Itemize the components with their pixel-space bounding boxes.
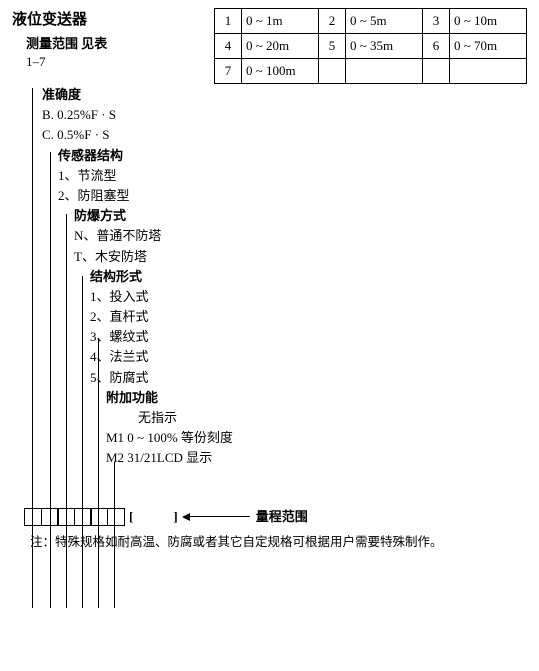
vline-1 <box>32 88 33 608</box>
footnote: 注：特殊规格如耐高温、防腐或者其它自定规格可根据用户需要特殊制作。 <box>30 534 527 552</box>
arrow-line <box>190 516 250 517</box>
range-label: 量程范围 <box>256 508 308 526</box>
l1-head: 准确度 <box>42 86 527 104</box>
code-box <box>90 508 108 526</box>
l4-item: 1、投入式 <box>90 288 527 306</box>
l5-item: M1 0 ~ 100% 等份刻度 <box>106 429 527 447</box>
l1-item: C. 0.5%F · S <box>42 126 527 144</box>
table-cell: 0 ~ 70m <box>450 34 527 59</box>
l1-item: B. 0.25%F · S <box>42 106 527 124</box>
table-cell <box>319 59 346 84</box>
bracket-open: [ <box>129 508 133 526</box>
l4-item: 5、防腐式 <box>90 369 527 387</box>
bracket-close: ] <box>173 508 177 526</box>
l5-head: 附加功能 <box>106 389 527 407</box>
table-cell: 7 <box>215 59 242 84</box>
spec-tree: 准确度 B. 0.25%F · S C. 0.5%F · S 传感器结构 1、节… <box>32 86 527 526</box>
table-cell: 0 ~ 35m <box>346 34 423 59</box>
table-cell: 5 <box>319 34 346 59</box>
table-cell: 4 <box>215 34 242 59</box>
table-cell: 0 ~ 20m <box>242 34 319 59</box>
l2-item: 2、防阻塞型 <box>58 187 527 205</box>
table-cell: 0 ~ 10m <box>450 9 527 34</box>
l3-item: T、木安防塔 <box>74 248 527 266</box>
l4-item: 2、直杆式 <box>90 308 527 326</box>
l2-item: 1、节流型 <box>58 167 527 185</box>
vline-4 <box>82 276 83 608</box>
table-cell: 0 ~ 5m <box>346 9 423 34</box>
table-cell <box>450 59 527 84</box>
range-table: 1 0 ~ 1m 2 0 ~ 5m 3 0 ~ 10m 4 0 ~ 20m 5 … <box>214 8 527 84</box>
code-box <box>24 508 42 526</box>
vline-5 <box>98 338 99 608</box>
l5-item: 无指示 <box>138 409 527 427</box>
table-cell: 0 ~ 1m <box>242 9 319 34</box>
arrow-head-icon <box>182 513 190 521</box>
l3-item: N、普通不防塔 <box>74 227 527 245</box>
table-cell: 3 <box>423 9 450 34</box>
table-cell <box>346 59 423 84</box>
vline-6 <box>114 462 115 608</box>
table-cell <box>423 59 450 84</box>
l4-item: 4、法兰式 <box>90 348 527 366</box>
table-cell: 6 <box>423 34 450 59</box>
subtitle-code: 1–7 <box>26 53 107 71</box>
l5-item: M2 31/21LCD 显示 <box>106 449 527 467</box>
l2-head: 传感器结构 <box>58 147 527 165</box>
code-box <box>107 508 125 526</box>
subtitle: 测量范围 见表 <box>26 35 107 53</box>
table-cell: 2 <box>319 9 346 34</box>
l4-item: 3、螺纹式 <box>90 328 527 346</box>
vline-3 <box>66 214 67 608</box>
l4-head: 结构形式 <box>90 268 527 286</box>
l3-head: 防爆方式 <box>74 207 527 225</box>
code-boxes-row: [ ] 量程范围 <box>24 508 527 526</box>
vline-2 <box>50 152 51 608</box>
table-cell: 0 ~ 100m <box>242 59 319 84</box>
table-cell: 1 <box>215 9 242 34</box>
doc-title: 液位变送器 <box>12 10 107 31</box>
